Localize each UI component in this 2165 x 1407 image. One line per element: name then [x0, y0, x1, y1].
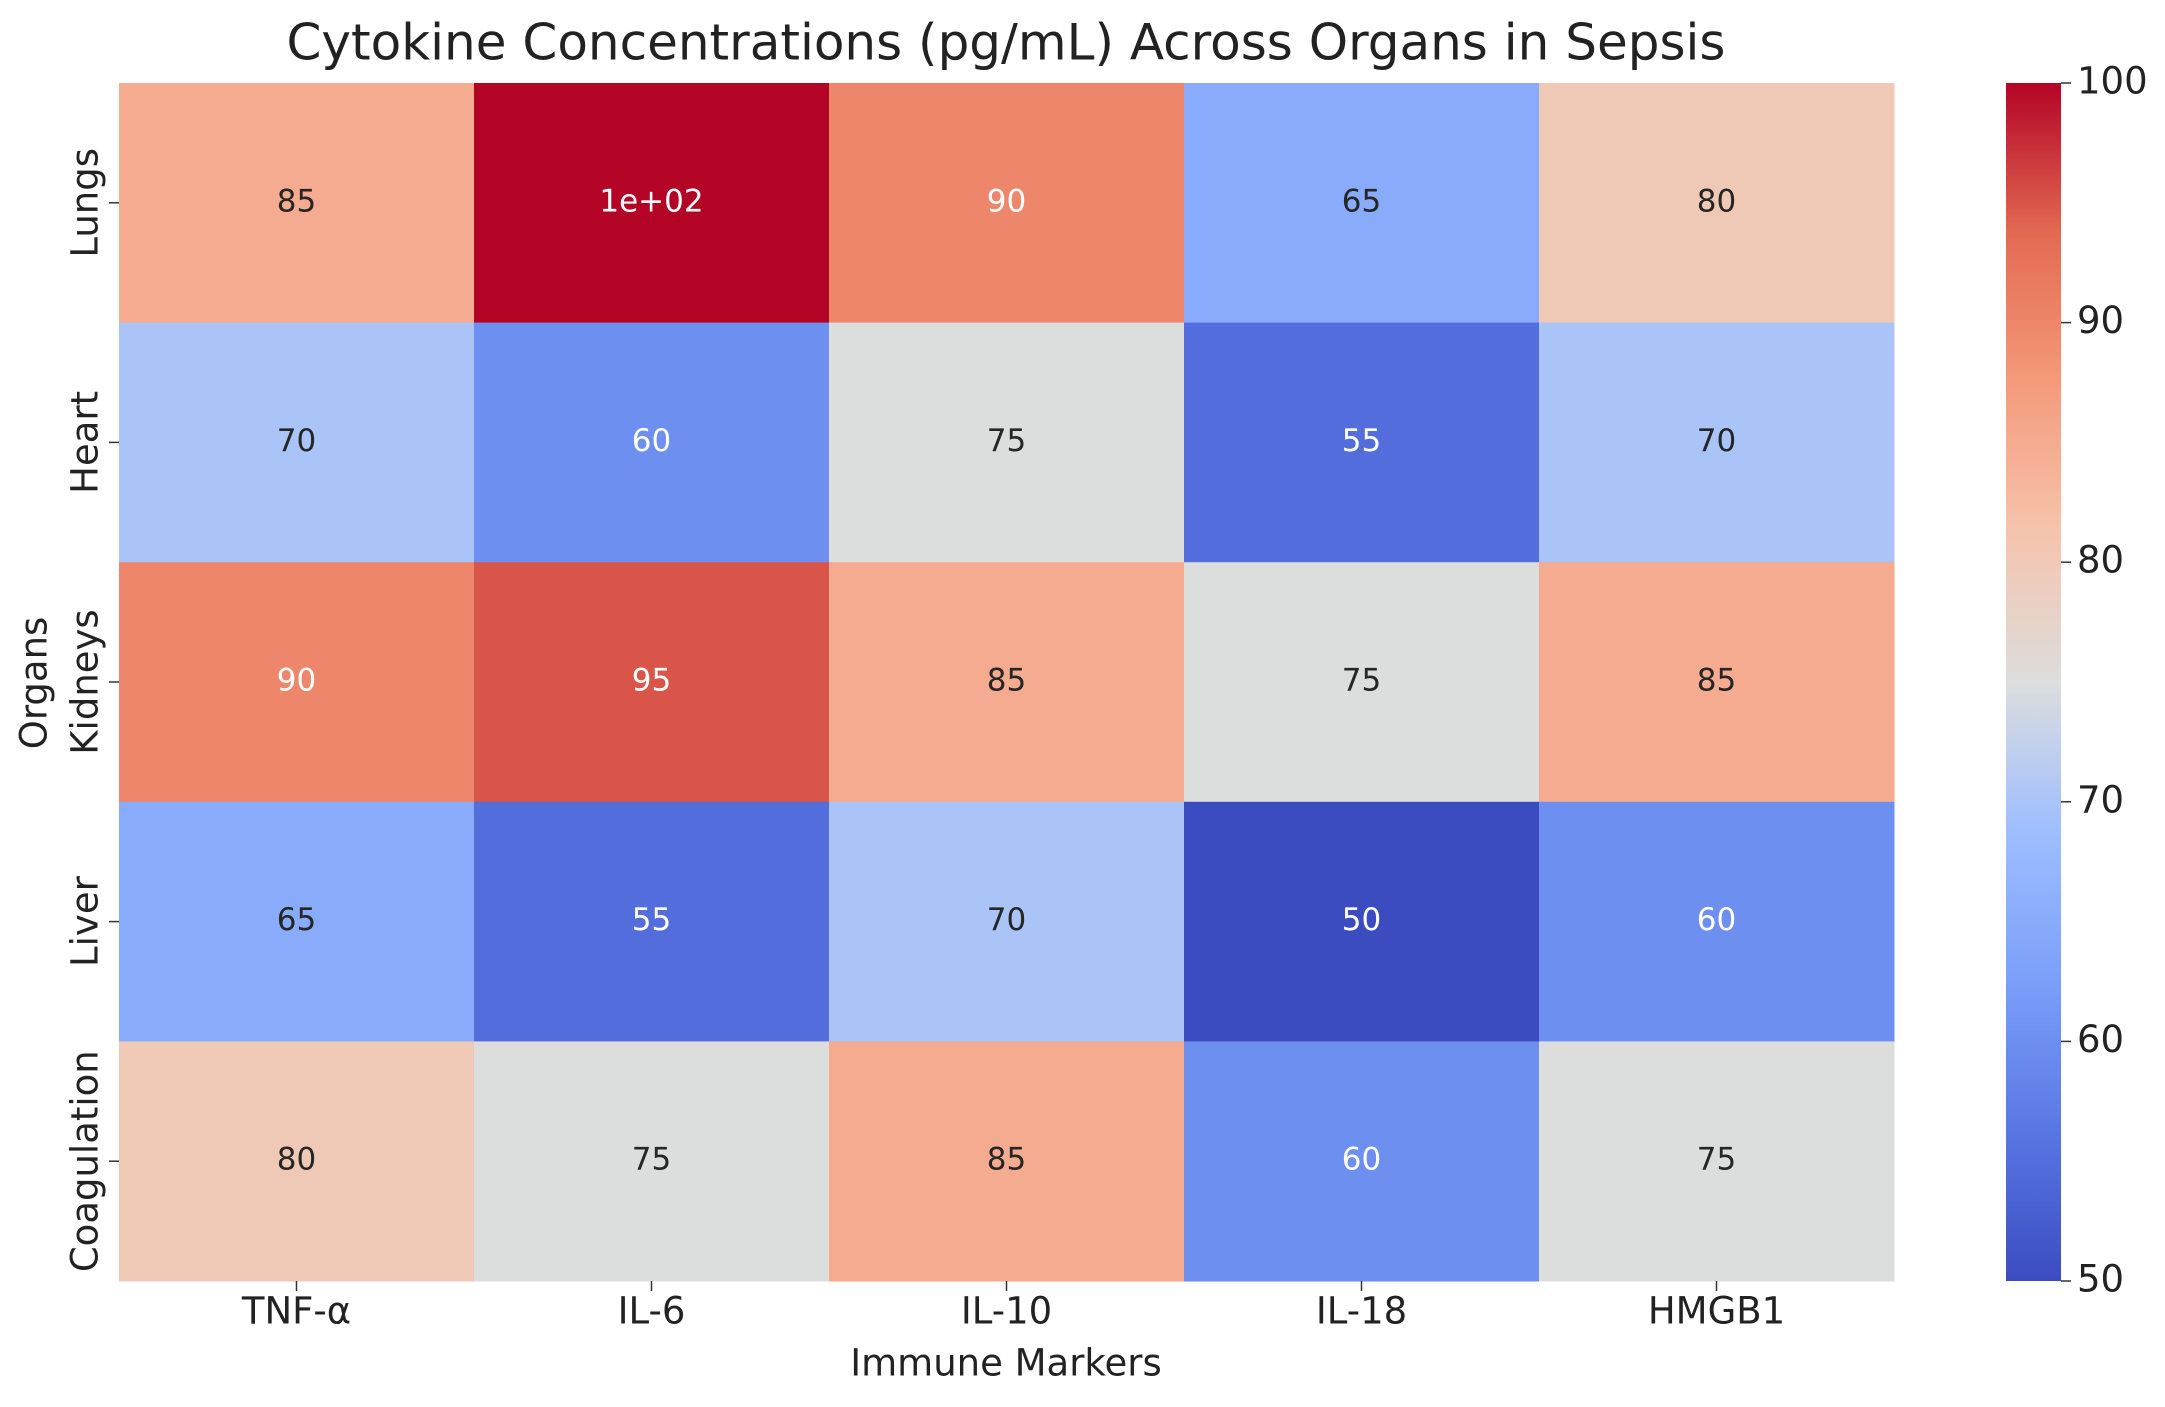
- colorbar: [2006, 83, 2061, 1281]
- cell-label: 75: [1697, 1142, 1736, 1178]
- x-tick-label: IL-6: [618, 1290, 686, 1333]
- y-tick-label: Coagulation: [64, 1050, 107, 1272]
- heat-cell: [1184, 562, 1540, 803]
- x-tick-label: TNF-α: [241, 1290, 351, 1333]
- x-axis-label: Immune Markers: [850, 1342, 1162, 1385]
- heat-cell: [829, 322, 1185, 563]
- colorbar-tick-label: 100: [2077, 60, 2148, 103]
- heat-cell: [1184, 83, 1540, 324]
- heat-cell: [119, 801, 475, 1042]
- colorbar-tick-label: 60: [2077, 1018, 2124, 1061]
- heat-cell: [1539, 322, 1895, 563]
- cell-label: 1e+02: [599, 183, 703, 219]
- cell-label: 65: [277, 902, 316, 938]
- colorbar-tick-label: 70: [2077, 778, 2124, 821]
- heat-cell: [474, 801, 830, 1042]
- heat-cell: [1539, 562, 1895, 803]
- cell-label: 75: [1342, 663, 1381, 699]
- cell-label: 95: [632, 663, 671, 699]
- chart-title: Cytokine Concentrations (pg/mL) Across O…: [287, 14, 1726, 72]
- heat-cell: [119, 1041, 475, 1282]
- x-tick-label: HMGB1: [1648, 1290, 1785, 1333]
- heat-cell: [474, 562, 830, 803]
- cell-label: 65: [1342, 183, 1381, 219]
- y-tick-label: Kidneys: [64, 609, 107, 754]
- colorbar-tick-label: 90: [2077, 299, 2124, 342]
- cell-label: 50: [1342, 902, 1381, 938]
- colorbar-tick-label: 50: [2077, 1258, 2124, 1301]
- y-tick-label: Liver: [64, 875, 107, 967]
- cell-label: 75: [987, 423, 1026, 459]
- heat-cell: [1184, 1041, 1540, 1282]
- cell-label: 85: [987, 663, 1026, 699]
- heat-cell: [1539, 801, 1895, 1042]
- y-tick-label: Lungs: [64, 148, 107, 258]
- heat-cell: [119, 562, 475, 803]
- cell-label: 55: [1342, 423, 1381, 459]
- x-tick-label: IL-18: [1316, 1290, 1407, 1333]
- cell-label: 70: [987, 902, 1026, 938]
- cell-label: 90: [987, 183, 1026, 219]
- cell-label: 70: [277, 423, 316, 459]
- cell-label: 60: [1697, 902, 1736, 938]
- heat-cell: [829, 801, 1185, 1042]
- colorbar-tick-label: 80: [2077, 539, 2124, 582]
- heat-cell: [829, 1041, 1185, 1282]
- cell-label: 55: [632, 902, 671, 938]
- heat-cell: [1184, 322, 1540, 563]
- heat-cell: [474, 83, 830, 324]
- cell-label: 60: [1342, 1142, 1381, 1178]
- heat-cell: [829, 83, 1185, 324]
- heat-cell: [829, 562, 1185, 803]
- heat-cell: [1184, 801, 1540, 1042]
- x-tick-label: IL-10: [961, 1290, 1052, 1333]
- cell-label: 80: [277, 1142, 316, 1178]
- cell-label: 85: [277, 183, 316, 219]
- cell-label: 75: [632, 1142, 671, 1178]
- heat-cell: [1539, 83, 1895, 324]
- y-tick-label: Heart: [64, 391, 107, 494]
- y-axis-label: Organs: [13, 617, 56, 750]
- cell-label: 85: [987, 1142, 1026, 1178]
- cell-label: 70: [1697, 423, 1736, 459]
- heat-cell: [1539, 1041, 1895, 1282]
- cell-label: 60: [632, 423, 671, 459]
- cell-label: 85: [1697, 663, 1736, 699]
- cell-label: 80: [1697, 183, 1736, 219]
- heat-cell: [474, 322, 830, 563]
- heat-cell: [119, 83, 475, 324]
- heat-cell: [119, 322, 475, 563]
- heat-cell: [474, 1041, 830, 1282]
- cell-label: 90: [277, 663, 316, 699]
